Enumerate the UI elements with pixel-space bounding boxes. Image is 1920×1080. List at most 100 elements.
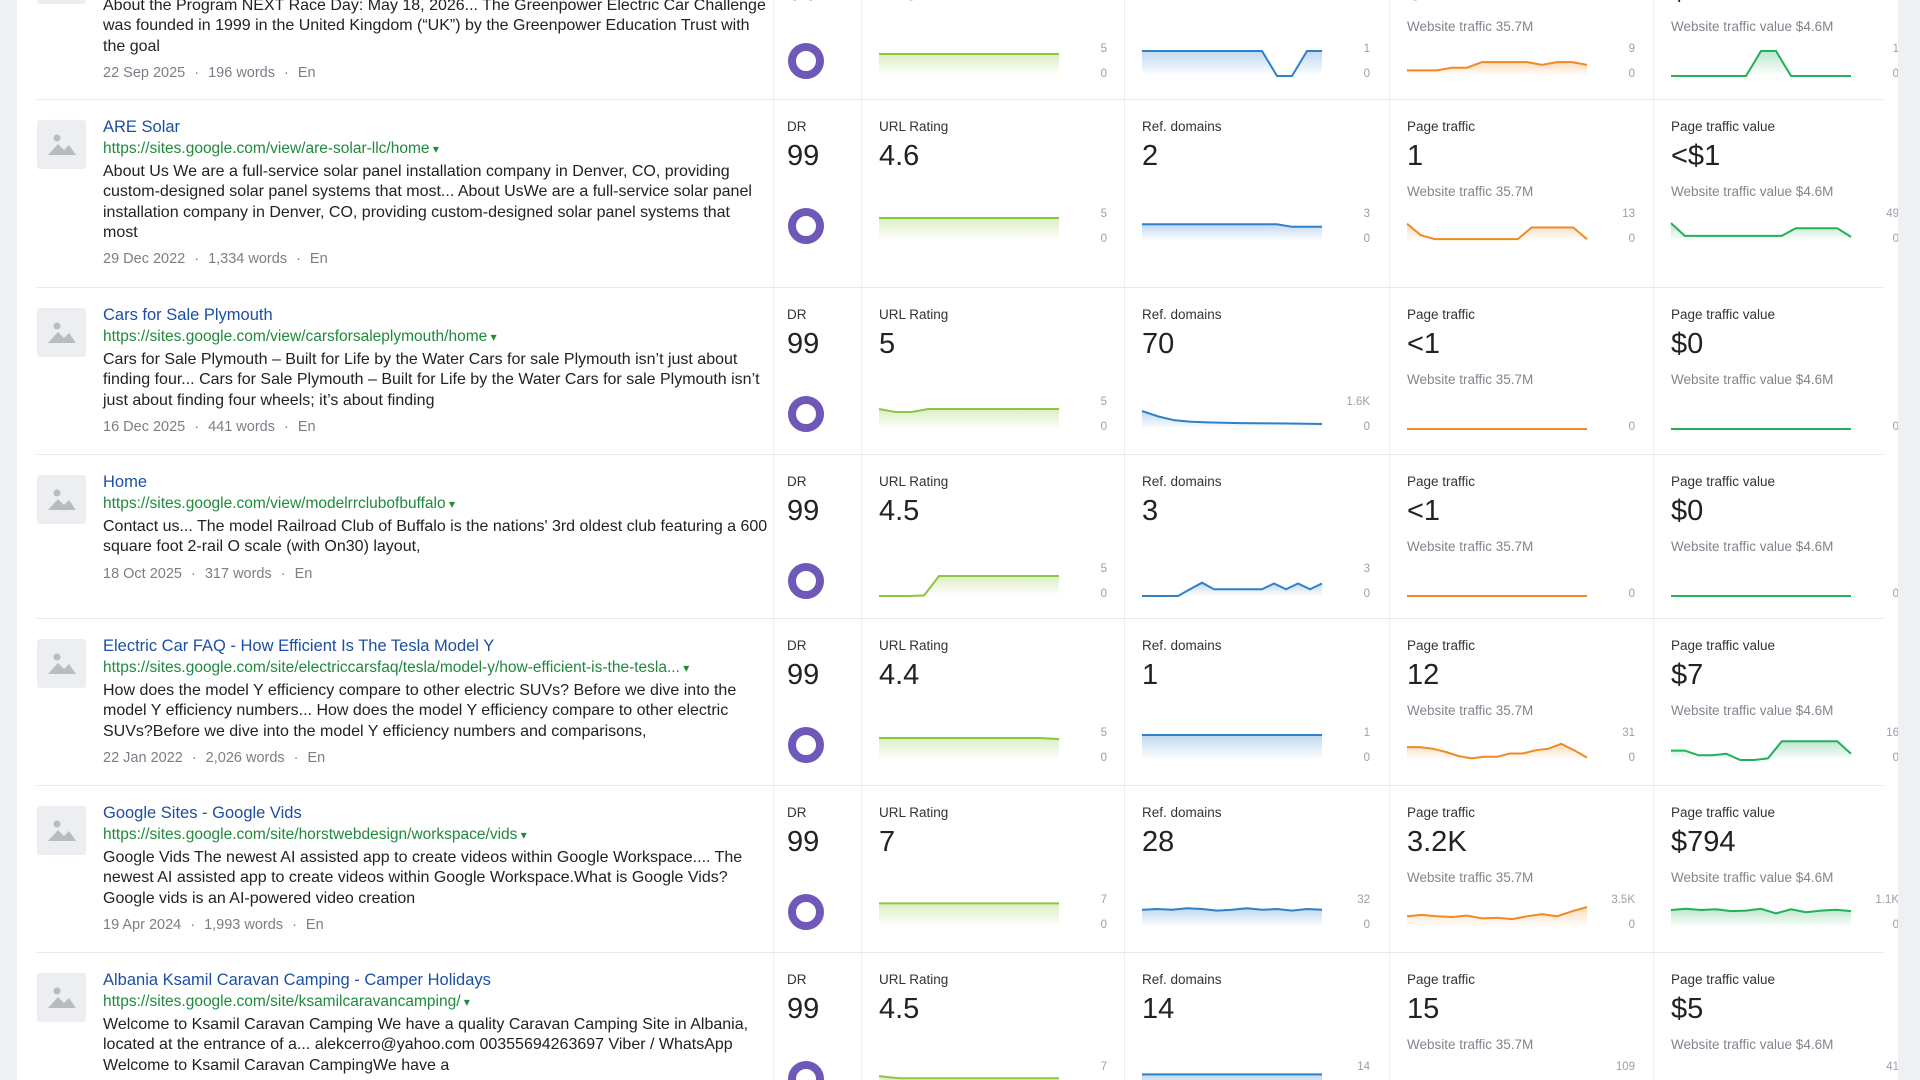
url_rating-value: 4.5 bbox=[879, 993, 920, 1025]
dr-value: 99 bbox=[787, 328, 820, 360]
sparkline bbox=[1407, 1067, 1587, 1080]
page_traffic-label: Page traffic bbox=[1407, 474, 1476, 489]
dr-value: 99 bbox=[787, 826, 820, 858]
axis-tick-label: 0 bbox=[1892, 421, 1898, 433]
sparkline bbox=[879, 902, 1059, 927]
page_traffic-value: 15 bbox=[1407, 993, 1440, 1025]
column-divider bbox=[861, 100, 862, 288]
spark-line bbox=[1406, 906, 1588, 921]
meta-words: 2,026 words bbox=[183, 750, 285, 766]
result-title[interactable]: Electric Car FAQ - How Efficient Is The … bbox=[103, 637, 495, 655]
url_rating-label: URL Rating bbox=[879, 307, 949, 322]
traffic_value-label: Page traffic value bbox=[1671, 805, 1776, 820]
sparkline bbox=[1141, 410, 1323, 429]
spark-area bbox=[1407, 907, 1587, 927]
result-url[interactable]: https://sites.google.com/site/ksamilcara… bbox=[103, 991, 768, 1013]
traffic_value-label: Page traffic value bbox=[1671, 972, 1776, 987]
axis-tick-label: 0 bbox=[1628, 233, 1635, 245]
result-title[interactable]: Google Sites - Google Vids bbox=[103, 804, 302, 822]
column-divider bbox=[773, 288, 774, 455]
traffic_value-subtitle: Website traffic value $4.6M bbox=[1671, 870, 1834, 885]
result-title[interactable]: Cars for Sale Plymouth bbox=[103, 306, 273, 324]
traffic_value-value: $0 bbox=[1671, 495, 1704, 527]
traffic_value-value: $0 bbox=[1671, 328, 1704, 360]
result-url[interactable]: https://sites.google.com/view/are-solar-… bbox=[103, 138, 768, 160]
thumbnail bbox=[37, 475, 86, 524]
sparkline bbox=[1407, 61, 1588, 76]
result-url[interactable]: https://sites.google.com/view/modelrrclu… bbox=[103, 493, 768, 515]
page_traffic-label: Page traffic bbox=[1407, 638, 1476, 653]
meta-lang: En bbox=[287, 251, 328, 267]
result-title[interactable]: ARE Solar bbox=[103, 118, 181, 136]
meta-date: 22 Sep 2025 bbox=[103, 64, 186, 81]
column-divider bbox=[773, 953, 774, 1080]
thumbnail-icon bbox=[48, 987, 76, 1008]
dr-donut bbox=[788, 894, 824, 930]
axis-tick-label: 32 bbox=[1357, 894, 1370, 906]
snippet: Google Vids The newest AI assisted app t… bbox=[103, 849, 743, 907]
spark-line bbox=[879, 575, 1059, 597]
axis-tick-label: 0 bbox=[1628, 752, 1635, 764]
meta-date: 22 Jan 2022 bbox=[103, 749, 183, 766]
result-text: Cars for Sale Plymouth https://sites.goog… bbox=[103, 305, 768, 435]
axis-tick-label: 109 bbox=[1615, 1061, 1635, 1073]
dr-value: 99 bbox=[787, 495, 820, 527]
sparkline bbox=[1142, 50, 1322, 77]
column-divider bbox=[773, 0, 774, 100]
axis-tick-label: 5 bbox=[1100, 208, 1107, 220]
dr-value: 99 bbox=[787, 659, 820, 691]
axis-tick-label: 0 bbox=[1628, 421, 1635, 433]
result-text: Electric Car FAQ - How Efficient Is The … bbox=[103, 636, 768, 766]
spark-area bbox=[1142, 1074, 1322, 1080]
traffic_value-subtitle: Website traffic value $4.6M bbox=[1671, 1037, 1834, 1052]
spark-line bbox=[1670, 907, 1852, 915]
dr-value: 99 bbox=[787, 0, 819, 8]
result-url[interactable]: https://sites.google.com/site/electricca… bbox=[103, 657, 768, 679]
thumbnail-icon bbox=[48, 134, 76, 155]
result-title[interactable]: Home bbox=[103, 473, 148, 491]
axis-tick-label: 3.5K bbox=[1611, 894, 1635, 906]
column-divider bbox=[1653, 619, 1654, 786]
spark-line bbox=[1142, 223, 1322, 228]
column-divider bbox=[1653, 953, 1654, 1080]
result-url[interactable]: https://sites.google.com/site/horstwebde… bbox=[103, 824, 768, 846]
result-text: ARE Solar https://sites.google.com/view/a… bbox=[103, 117, 768, 267]
sparkline bbox=[1407, 595, 1587, 597]
meta: 16 Dec 2025441 wordsEn bbox=[103, 419, 768, 435]
result-url[interactable]: https://sites.google.com/view/carsforsal… bbox=[103, 326, 768, 348]
traffic_value-label: Page traffic value bbox=[1671, 638, 1776, 653]
meta-date: 29 Dec 2022 bbox=[103, 251, 186, 268]
sparkline bbox=[879, 217, 1059, 241]
spark-area bbox=[1671, 223, 1851, 241]
sparkline bbox=[1406, 222, 1588, 241]
page_traffic-value: 1 bbox=[1407, 140, 1424, 172]
column-divider bbox=[1124, 288, 1125, 455]
axis-tick-label: 9 bbox=[1628, 43, 1635, 55]
spark-line bbox=[1407, 742, 1588, 760]
axis-tick-label: 1 bbox=[1363, 43, 1370, 55]
dr-label: DR bbox=[787, 638, 807, 653]
thumbnail bbox=[37, 806, 86, 855]
ref_domains-value: 14 bbox=[1142, 993, 1175, 1025]
url_rating-value: 4.5 bbox=[879, 495, 920, 527]
column-divider bbox=[1389, 288, 1390, 455]
result-title[interactable]: Albania Ksamil Caravan Camping - Camper … bbox=[103, 971, 491, 989]
result-row: Google Sites - Google Vids https://sites.… bbox=[17, 786, 1898, 953]
spark-line bbox=[1407, 61, 1588, 72]
dr-ring bbox=[788, 727, 824, 763]
axis-tick-label: 1.1K bbox=[1875, 894, 1898, 906]
spark-line bbox=[878, 1075, 1059, 1080]
column-divider bbox=[861, 786, 862, 953]
dr-ring bbox=[788, 43, 824, 79]
sparkline bbox=[1141, 907, 1323, 927]
meta-date: 16 Dec 2025 bbox=[103, 418, 186, 435]
axis-tick-label: 31 bbox=[1622, 727, 1635, 739]
dr-donut bbox=[788, 208, 824, 244]
result-row: Electric Car FAQ - How Efficient Is The … bbox=[17, 619, 1898, 786]
url_rating-label: URL Rating bbox=[879, 805, 949, 820]
result-row: ARE Solar https://sites.google.com/view/a… bbox=[17, 100, 1898, 288]
axis-tick-label: 0 bbox=[1363, 919, 1370, 931]
page_traffic-subtitle: Website traffic 35.7M bbox=[1407, 184, 1534, 199]
column-divider bbox=[1124, 786, 1125, 953]
column-divider bbox=[1124, 0, 1125, 100]
